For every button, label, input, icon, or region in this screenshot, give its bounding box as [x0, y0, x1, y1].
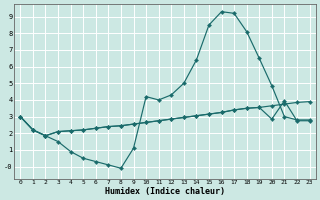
X-axis label: Humidex (Indice chaleur): Humidex (Indice chaleur)	[105, 187, 225, 196]
